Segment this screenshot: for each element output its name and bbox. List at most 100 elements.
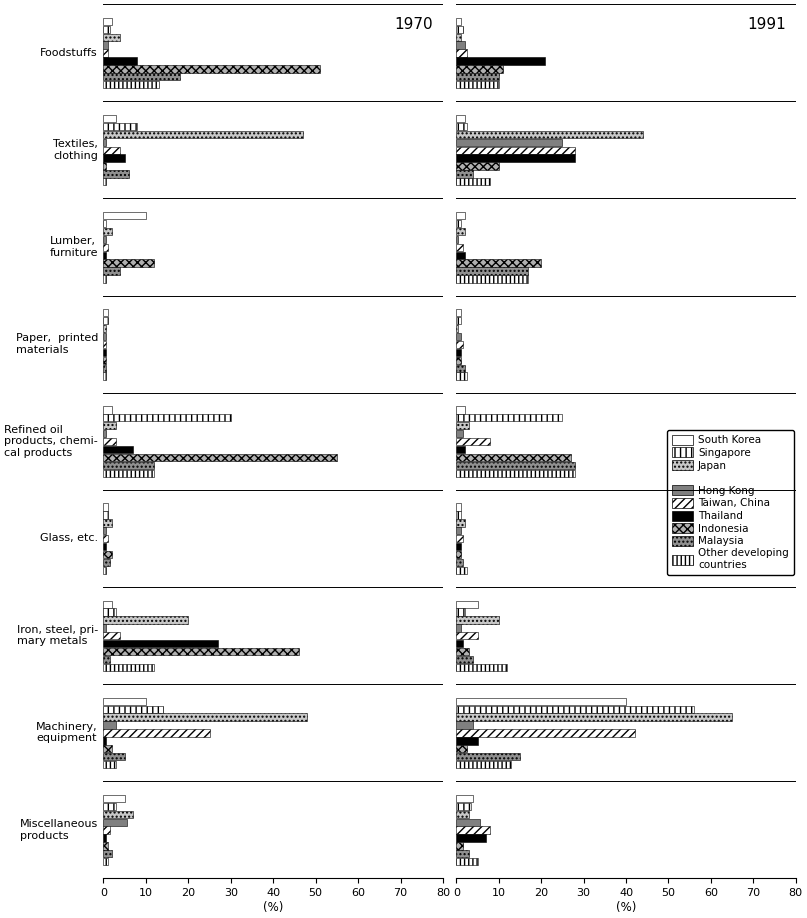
Bar bbox=[103, 600, 112, 608]
Bar bbox=[103, 178, 106, 185]
Bar bbox=[103, 26, 110, 33]
Bar bbox=[103, 220, 106, 228]
Bar bbox=[456, 325, 458, 332]
Bar bbox=[103, 706, 163, 713]
Bar bbox=[103, 559, 110, 566]
Bar bbox=[103, 325, 106, 332]
Bar bbox=[103, 761, 116, 768]
Bar bbox=[456, 640, 462, 647]
Bar bbox=[103, 236, 106, 243]
Bar bbox=[456, 252, 465, 259]
Bar bbox=[456, 317, 461, 324]
Bar bbox=[456, 802, 471, 810]
Text: 1970: 1970 bbox=[394, 17, 433, 32]
Bar bbox=[456, 858, 478, 866]
Bar bbox=[456, 453, 571, 461]
Bar bbox=[456, 753, 520, 760]
Bar bbox=[456, 462, 575, 469]
Legend: South Korea, Singapore, Japan,  , Hong Kong, Taiwan, China, Thailand, Indonesia,: South Korea, Singapore, Japan, , Hong Ko… bbox=[667, 430, 794, 576]
Bar bbox=[103, 333, 106, 341]
Bar bbox=[103, 170, 129, 177]
X-axis label: (%): (%) bbox=[616, 901, 636, 913]
Bar bbox=[456, 65, 503, 73]
Bar bbox=[456, 543, 461, 550]
Bar bbox=[456, 356, 461, 364]
Bar bbox=[456, 41, 465, 49]
Bar bbox=[103, 414, 231, 421]
Bar bbox=[456, 178, 490, 185]
Bar bbox=[456, 609, 465, 616]
Bar bbox=[103, 745, 112, 753]
Bar bbox=[103, 453, 337, 461]
Bar bbox=[103, 834, 106, 842]
Bar bbox=[103, 275, 106, 283]
Bar bbox=[103, 228, 112, 235]
Bar bbox=[103, 260, 154, 267]
Bar bbox=[456, 520, 465, 527]
Bar bbox=[103, 640, 218, 647]
Bar bbox=[456, 706, 694, 713]
Bar bbox=[103, 543, 106, 550]
Bar bbox=[456, 737, 478, 744]
Bar bbox=[103, 81, 159, 88]
Bar bbox=[103, 722, 116, 729]
Bar bbox=[103, 115, 116, 122]
Bar bbox=[103, 729, 210, 736]
Bar bbox=[103, 73, 180, 81]
Bar bbox=[103, 664, 154, 671]
Bar bbox=[103, 713, 307, 721]
Bar bbox=[456, 819, 479, 826]
Text: 1991: 1991 bbox=[746, 17, 785, 32]
Bar bbox=[456, 698, 626, 705]
Bar bbox=[103, 656, 110, 663]
Bar bbox=[456, 430, 462, 437]
Bar bbox=[103, 616, 188, 623]
Bar bbox=[103, 252, 106, 259]
Bar bbox=[456, 535, 462, 543]
Bar bbox=[103, 41, 107, 49]
Bar bbox=[456, 364, 465, 372]
Bar bbox=[103, 648, 299, 655]
Bar bbox=[456, 81, 499, 88]
Bar bbox=[103, 850, 112, 857]
Bar bbox=[456, 17, 461, 25]
Bar bbox=[456, 722, 473, 729]
Bar bbox=[456, 212, 465, 219]
Bar bbox=[103, 212, 146, 219]
Bar bbox=[456, 551, 461, 558]
Bar bbox=[456, 633, 478, 640]
Bar bbox=[456, 761, 512, 768]
Bar bbox=[456, 422, 469, 430]
Bar bbox=[103, 520, 112, 527]
Bar bbox=[456, 713, 732, 721]
Bar bbox=[103, 267, 120, 274]
Bar bbox=[103, 811, 133, 818]
Bar bbox=[103, 17, 112, 25]
Bar bbox=[456, 729, 634, 736]
Bar bbox=[456, 826, 490, 834]
Bar bbox=[456, 147, 575, 154]
Bar bbox=[103, 551, 112, 558]
Bar bbox=[103, 753, 125, 760]
Bar bbox=[103, 609, 116, 616]
Bar bbox=[103, 446, 133, 453]
Bar bbox=[456, 566, 467, 574]
Bar bbox=[103, 802, 116, 810]
Bar bbox=[103, 737, 106, 744]
Bar bbox=[103, 34, 120, 41]
Bar bbox=[456, 664, 508, 671]
Bar bbox=[103, 503, 107, 510]
Bar bbox=[103, 154, 125, 162]
Bar bbox=[103, 57, 137, 64]
Bar bbox=[456, 34, 461, 41]
Bar bbox=[103, 123, 137, 130]
Bar bbox=[456, 170, 473, 177]
Bar bbox=[456, 139, 562, 146]
Bar bbox=[103, 317, 107, 324]
Bar bbox=[456, 850, 469, 857]
Bar bbox=[103, 819, 127, 826]
Bar bbox=[103, 535, 107, 543]
Bar bbox=[103, 349, 106, 356]
Bar bbox=[103, 364, 106, 372]
Bar bbox=[456, 275, 529, 283]
